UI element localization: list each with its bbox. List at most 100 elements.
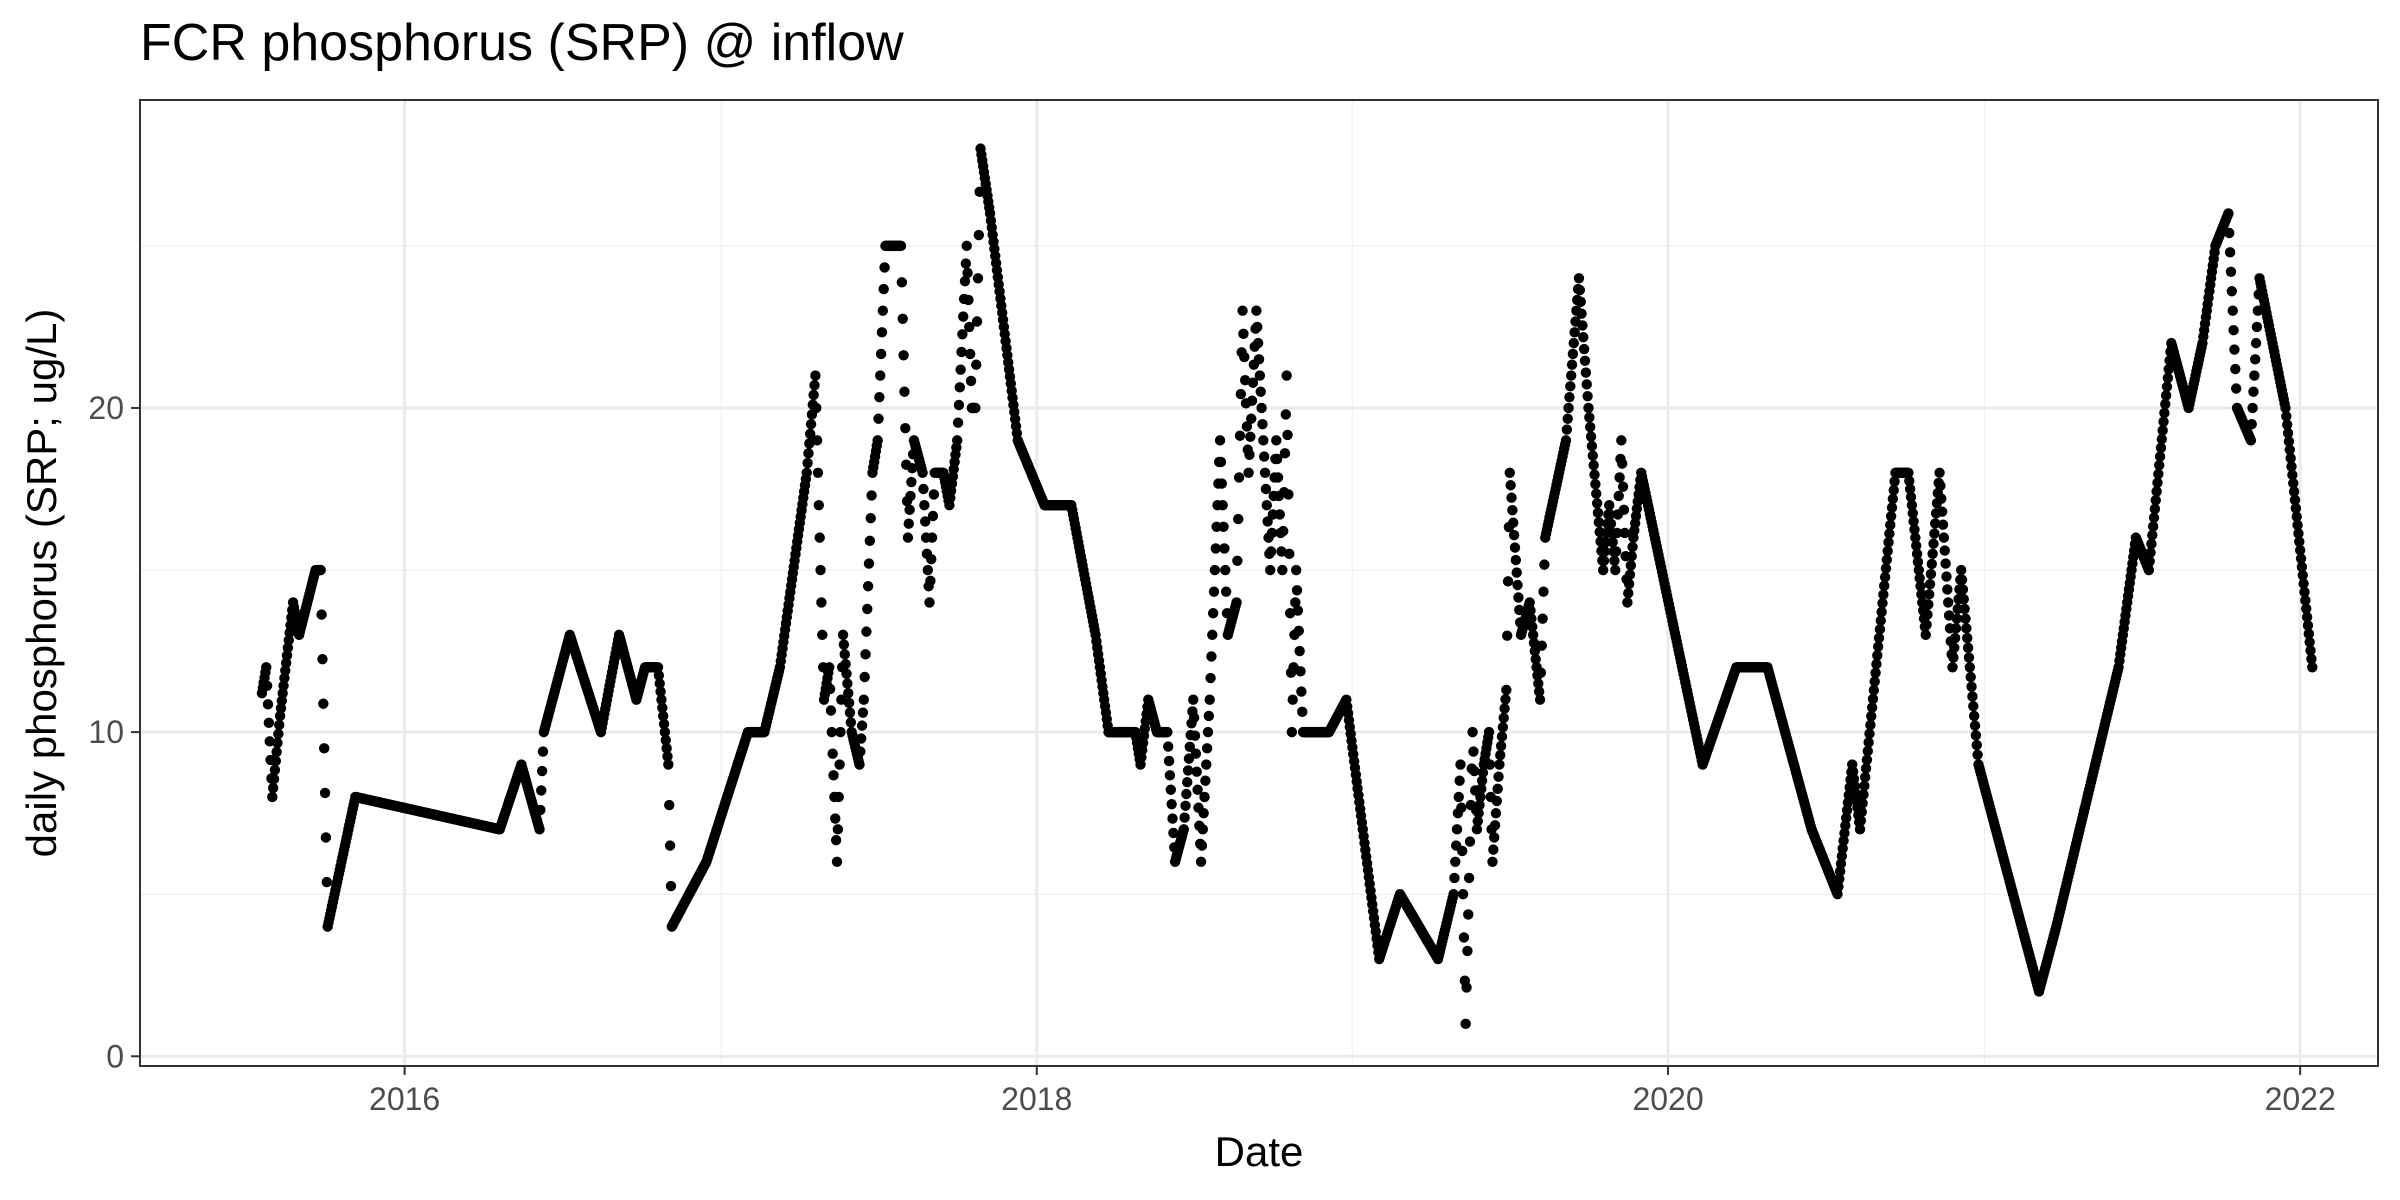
x-tick-label: 2016 [369,1081,440,1117]
data-point [817,629,828,641]
data-point [1610,546,1622,557]
data-point [2282,427,2294,439]
data-point [264,736,275,747]
data-point [1259,467,1271,478]
data-point [2153,468,2164,480]
data-point [1574,284,1586,296]
data-point [951,435,963,446]
data-point [1839,827,1850,839]
data-point [1474,799,1485,811]
data-point [2290,503,2302,514]
data-point [839,649,850,660]
data-point [928,489,940,500]
data-point [1591,498,1603,509]
data-point [2252,305,2263,316]
data-point [1939,545,1950,556]
data-point [1864,728,1875,739]
data-point [927,510,939,522]
data-point [2250,354,2261,365]
data-point [2163,364,2174,375]
data-point [1941,571,1952,582]
data-point [1472,816,1483,827]
data-point [1972,749,1983,761]
data-point [1162,726,1173,738]
data-point [1188,694,1199,705]
data-point [2230,363,2241,375]
data-point [1210,543,1221,554]
data-point [1271,453,1283,465]
data-point [655,686,666,697]
data-point [1577,320,1588,331]
data-point [1563,402,1574,414]
data-point [1591,488,1602,499]
data-point [1604,509,1616,520]
data-point [1178,824,1189,835]
y-tick-label: 10 [88,714,124,750]
data-point [652,662,664,673]
data-point [856,720,868,731]
data-point [854,759,865,770]
data-point [1504,467,1515,478]
data-point [1907,508,1918,519]
data-point [320,832,332,843]
data-point [1535,667,1547,678]
data-point [1614,472,1625,483]
data-point [1467,726,1478,738]
data-point [830,813,841,824]
data-point [863,558,875,569]
data-point [811,435,823,446]
data-point [1484,759,1496,770]
data-point [1506,492,1517,503]
data-point [1616,435,1627,446]
data-point [860,649,871,660]
data-point [875,370,886,381]
data-point [1489,820,1501,831]
data-point [972,273,984,284]
data-point [842,678,853,689]
data-point [801,467,812,478]
data-point [280,665,291,676]
data-point [918,483,929,495]
data-point [1586,440,1598,452]
data-point [855,746,866,757]
data-point [274,710,286,722]
data-point [1836,850,1848,862]
data-point [862,603,873,615]
data-point [1916,589,1927,600]
data-point [907,462,918,474]
data-point [2302,620,2314,631]
data-point [280,657,292,669]
data-point [1199,791,1210,803]
data-point [1962,642,1974,654]
data-point [1857,798,1868,809]
data-point [536,765,548,777]
data-point [1834,866,1846,877]
data-point [1951,613,1963,624]
data-point [662,751,673,762]
data-point [1181,788,1192,800]
data-point [900,423,911,434]
data-point [1265,546,1277,557]
data-point [1524,597,1535,608]
data-point [1858,789,1869,800]
data-point [1473,807,1484,819]
data-point [656,694,667,705]
data-point [1192,784,1203,795]
data-point [1233,513,1244,525]
x-tick-label: 2022 [2265,1081,2336,1117]
data-point [1855,815,1867,826]
data-point [1870,667,1881,679]
data-point [664,840,676,851]
data-point [1928,538,1939,549]
data-point [926,532,938,543]
data-point [836,694,847,705]
data-point [1463,872,1475,884]
data-point [2285,452,2296,464]
data-point [1286,726,1298,738]
data-point [1869,676,1880,687]
data-point [658,718,670,730]
data-point [2251,321,2263,333]
data-point [1491,795,1503,807]
data-point [2160,390,2172,401]
data-point [1626,550,1637,562]
